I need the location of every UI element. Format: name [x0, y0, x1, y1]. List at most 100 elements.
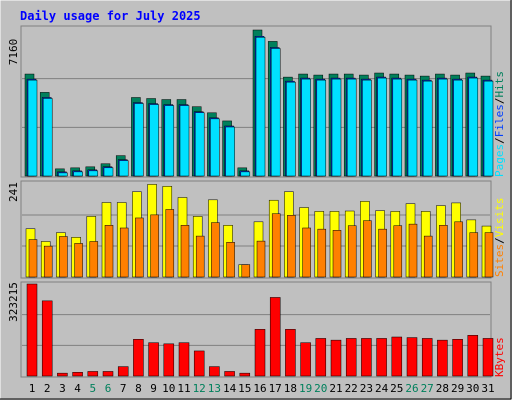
sites-bar — [195, 235, 205, 278]
legend-separator: / — [493, 98, 506, 105]
bars-layer — [22, 29, 494, 377]
sites-bar — [165, 209, 175, 278]
kbytes-bar — [467, 335, 479, 377]
kbytes-bar — [57, 372, 68, 377]
kbytes-bar — [269, 297, 281, 377]
legend-pages: Pages — [493, 144, 506, 177]
legend-separator: / — [493, 237, 506, 244]
kbytes-bar — [315, 338, 327, 377]
x-axis-day-label: 17 — [269, 382, 282, 395]
pages-bar — [483, 80, 494, 177]
legend-sites: Sites — [493, 244, 506, 277]
x-axis-day-label: 27 — [421, 382, 434, 395]
sites-bar — [454, 221, 463, 278]
x-axis-day-label: 13 — [208, 382, 221, 395]
kbytes-bar — [482, 338, 494, 377]
sites-bar — [408, 223, 418, 278]
sites-bar — [469, 232, 479, 278]
kbytes-bar — [133, 339, 144, 377]
x-axis-day-label: 25 — [390, 382, 403, 395]
svg-text:Sites/Visits: Sites/Visits — [493, 198, 506, 278]
kbytes-legend: KBytes — [493, 337, 506, 377]
sites-bar — [423, 235, 433, 278]
kbytes-bar — [391, 336, 403, 377]
legend-files: Files — [493, 104, 506, 137]
sites-bar — [393, 225, 403, 278]
x-axis-day-label: 4 — [74, 382, 81, 395]
sites-bar — [484, 232, 494, 278]
sites-bar — [150, 214, 159, 278]
x-axis-day-label: 15 — [238, 382, 251, 395]
legend-kbytes: KBytes — [493, 337, 506, 377]
sites-bar — [135, 217, 144, 278]
x-axis-day-label: 24 — [375, 382, 389, 395]
pages-bar — [331, 78, 342, 177]
kbytes-bar — [452, 339, 463, 377]
x-axis-day-label: 29 — [451, 382, 464, 395]
pages-bar — [134, 103, 144, 177]
x-axis-day-label: 19 — [299, 382, 312, 395]
pages-bar — [362, 79, 372, 177]
sites-bar — [317, 228, 327, 278]
visits-max-label: 241 — [7, 182, 20, 202]
sites-bar — [28, 239, 38, 278]
sites-bar — [241, 264, 251, 278]
kbytes-bar — [239, 372, 251, 377]
pages-bar — [210, 118, 220, 177]
legend-hits: Hits — [493, 71, 506, 98]
sites-bar — [59, 236, 68, 278]
pages-bar — [164, 105, 175, 177]
hits-max-label: 7160 — [7, 39, 20, 66]
pages-bar — [255, 37, 266, 177]
pages-bar — [194, 112, 205, 177]
legend-visits: Visits — [493, 198, 506, 238]
sites-bar — [287, 215, 296, 278]
x-axis-day-label: 16 — [253, 382, 266, 395]
x-axis-day-label: 2 — [44, 382, 51, 395]
x-axis-day-label: 28 — [436, 382, 449, 395]
kbytes-bar — [193, 350, 205, 377]
svg-text:Pages/Files/Hits: Pages/Files/Hits — [493, 71, 506, 177]
sites-bar — [256, 240, 266, 278]
pages-bar — [88, 170, 99, 177]
kbytes-bar — [254, 329, 266, 377]
pages-bar — [225, 126, 235, 177]
pages-bar — [286, 81, 296, 177]
sites-bar — [180, 225, 190, 278]
x-axis-day-label: 20 — [314, 382, 327, 395]
x-axis-day-label: 14 — [223, 382, 237, 395]
kbytes-bar — [345, 338, 357, 377]
sites-bar — [211, 222, 220, 278]
kbytes-bar — [224, 371, 235, 377]
kbytes-bar — [178, 342, 190, 377]
sites-bar — [347, 225, 357, 278]
kbytes-bar — [421, 338, 433, 377]
x-axis-day-label: 26 — [405, 382, 418, 395]
kbytes-bar — [117, 366, 129, 377]
pages-bar — [27, 79, 38, 177]
sites-bar — [332, 230, 342, 278]
x-axis-day-label: 5 — [89, 382, 96, 395]
x-axis-day-label: 3 — [59, 382, 66, 395]
chart-title: Daily usage for July 2025 — [20, 9, 201, 23]
pages-bar — [468, 77, 479, 177]
x-axis-day-label: 12 — [193, 382, 206, 395]
kbytes-bar — [87, 371, 99, 377]
visits-legend: Sites/Visits — [493, 198, 506, 278]
pages-bar — [377, 77, 387, 177]
sites-bar — [439, 225, 448, 278]
pages-bar — [407, 79, 418, 177]
legend-separator: / — [493, 137, 506, 144]
sites-bar — [302, 227, 311, 278]
pages-bar — [179, 105, 190, 177]
kbytes-bar — [376, 338, 387, 377]
kbytes-bar — [41, 300, 53, 377]
pages-bar — [301, 78, 311, 177]
x-axis-day-label: 7 — [120, 382, 127, 395]
x-axis-day-label: 6 — [105, 382, 112, 395]
pages-bar — [422, 80, 433, 177]
hits-legend: Pages/Files/Hits — [493, 71, 506, 177]
x-axis-day-label: 18 — [284, 382, 297, 395]
x-axis-day-label: 11 — [177, 382, 190, 395]
